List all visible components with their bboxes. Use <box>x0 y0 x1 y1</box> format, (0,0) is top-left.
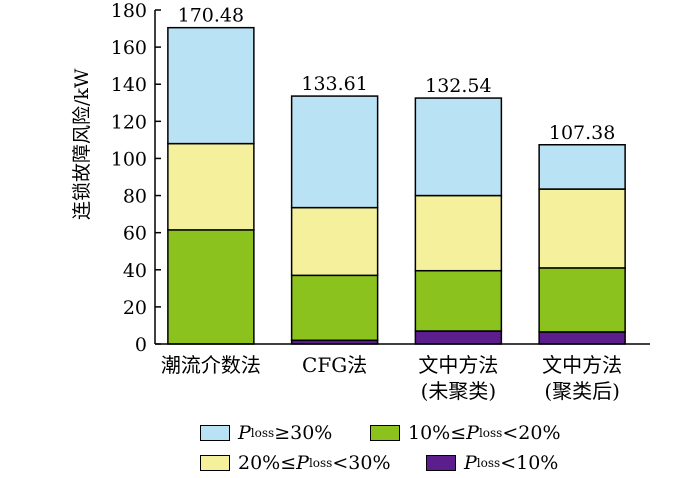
bar-segment <box>538 331 626 345</box>
bar-segment <box>167 142 255 231</box>
legend-prefix: 10%≤ <box>408 422 467 444</box>
bar-segment <box>414 194 503 272</box>
legend-p: P <box>238 422 251 444</box>
x-tick-label: CFG法 <box>302 353 367 377</box>
bar-segment <box>167 229 255 345</box>
x-tick-label: 文中方法 <box>418 353 498 377</box>
x-tick-label: (未聚类) <box>421 379 497 403</box>
y-tick-label: 180 <box>111 0 147 22</box>
y-axis-label: 连锁故障风险/kW <box>71 68 93 220</box>
y-tick-label: 100 <box>111 148 147 170</box>
bar-segment <box>414 330 503 345</box>
legend-sub: loss <box>250 426 275 440</box>
legend-sub: loss <box>308 456 333 470</box>
bar-segment <box>538 188 626 269</box>
x-tick-label: (聚类后) <box>544 379 620 403</box>
bar-total-label: 132.54 <box>425 75 491 97</box>
legend-prefix: 20%≤ <box>238 452 297 474</box>
x-tick-label: 文中方法 <box>542 353 622 377</box>
y-tick-label: 120 <box>111 111 147 133</box>
legend-suffix: <20% <box>502 422 561 444</box>
y-tick-label: 80 <box>123 186 147 208</box>
bar-segment <box>414 269 503 332</box>
legend-swatch-ge30 <box>200 425 230 441</box>
legend-suffix: ≥30% <box>274 422 333 444</box>
bar-segment <box>414 97 503 197</box>
legend-swatch-lt10 <box>426 455 456 471</box>
legend-sub: loss <box>476 456 501 470</box>
legend-p: P <box>464 452 477 474</box>
y-tick-label: 140 <box>111 74 147 96</box>
legend-sub: loss <box>478 426 503 440</box>
legend-p: P <box>296 452 309 474</box>
y-tick-label: 160 <box>111 37 147 59</box>
bar-segment <box>290 206 379 277</box>
bar-segment <box>538 144 626 190</box>
bar-segment <box>167 26 255 145</box>
legend-swatch-10-20 <box>370 425 400 441</box>
bar-segment <box>290 95 379 209</box>
bar-total-label: 170.48 <box>178 5 244 27</box>
legend-swatch-20-30 <box>200 455 230 471</box>
bar-total-label: 133.61 <box>301 73 367 95</box>
y-tick-label: 40 <box>123 260 147 282</box>
y-tick-label: 60 <box>123 223 147 245</box>
bar-segment <box>290 274 379 342</box>
legend-suffix: <10% <box>500 452 559 474</box>
legend-p: P <box>466 422 479 444</box>
y-tick-label: 20 <box>123 297 147 319</box>
y-tick-label: 0 <box>135 334 147 356</box>
legend-suffix: <30% <box>332 452 391 474</box>
bar-segment <box>538 267 626 333</box>
x-tick-label: 潮流介数法 <box>161 353 261 377</box>
bar-total-label: 107.38 <box>549 122 615 144</box>
